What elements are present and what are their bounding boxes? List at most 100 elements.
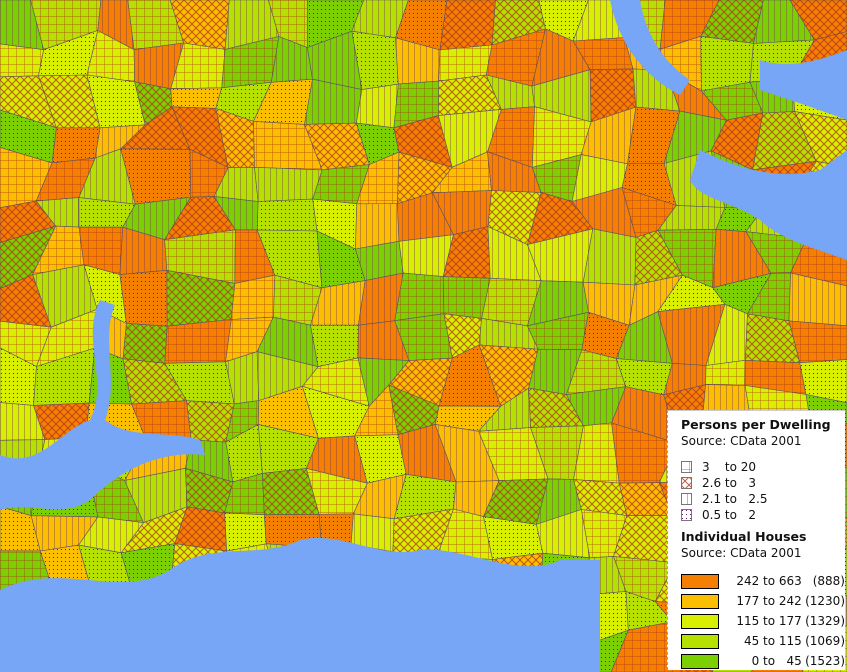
region-pattern	[170, 43, 226, 89]
region-pattern	[532, 106, 592, 168]
region-pattern	[356, 84, 399, 128]
region-pattern	[253, 121, 323, 170]
region-pattern	[432, 190, 492, 235]
region-pattern	[307, 31, 362, 90]
region-pattern	[0, 0, 44, 50]
region-pattern	[622, 187, 677, 238]
region-pattern	[0, 201, 56, 243]
region-pattern	[573, 479, 627, 516]
color-swatch	[681, 593, 719, 609]
region-pattern	[355, 241, 404, 281]
region-pattern	[478, 388, 531, 432]
legend-persons-item: 0.5 to 2	[681, 507, 845, 523]
region-pattern	[356, 152, 399, 204]
region-pattern	[629, 275, 683, 326]
harbour-ne	[690, 150, 847, 260]
region-pattern	[164, 319, 232, 364]
region-pattern	[530, 425, 584, 480]
region-pattern	[127, 0, 184, 50]
inlet-n	[760, 50, 847, 120]
legend-houses-item: 242 to 663 (888)	[681, 571, 845, 591]
color-swatch	[681, 613, 719, 629]
region-pattern	[566, 386, 626, 426]
region-pattern	[437, 509, 493, 560]
region-pattern	[78, 148, 136, 205]
region-pattern	[124, 468, 188, 523]
region-pattern	[626, 591, 673, 631]
vertical-lines-icon	[681, 493, 692, 505]
legend-houses-count: (1523)	[805, 654, 845, 668]
region-pattern	[616, 311, 673, 364]
region-pattern	[36, 158, 96, 202]
region-pattern	[221, 36, 279, 88]
region-pattern	[190, 149, 229, 198]
region-pattern	[583, 228, 636, 285]
region-pattern	[31, 515, 98, 551]
region-pattern	[397, 152, 453, 204]
legend-houses-title: Individual Houses	[681, 529, 807, 544]
region-pattern	[0, 43, 44, 77]
region-pattern	[87, 75, 146, 128]
region-pattern	[572, 187, 636, 238]
legend-persons-title: Persons per Dwelling	[681, 417, 831, 432]
region-pattern	[351, 31, 399, 90]
region-pattern	[746, 231, 807, 274]
legend-houses-count: (1230)	[805, 594, 845, 608]
region-pattern	[166, 270, 235, 327]
region-pattern	[393, 115, 453, 168]
region-pattern	[388, 358, 453, 406]
region-pattern	[30, 0, 101, 50]
region-pattern	[657, 304, 725, 366]
legend-houses-item: 115 to 177 (1329)	[681, 611, 845, 631]
region-pattern	[84, 264, 127, 324]
region-pattern	[257, 199, 317, 231]
region-pattern	[234, 229, 275, 284]
region-pattern	[611, 422, 679, 484]
bay	[0, 537, 600, 672]
region-pattern	[789, 0, 847, 40]
region-pattern	[306, 435, 368, 484]
region-pattern	[170, 87, 222, 109]
region-pattern	[435, 405, 501, 432]
region-pattern	[747, 272, 791, 321]
region-pattern	[573, 0, 625, 41]
region-pattern	[38, 30, 98, 76]
region-pattern	[185, 468, 233, 513]
region-pattern	[613, 515, 676, 563]
region-pattern	[611, 621, 683, 672]
region-pattern	[164, 196, 236, 240]
region-pattern	[134, 81, 172, 125]
color-swatch	[681, 653, 719, 669]
region-pattern	[355, 203, 399, 249]
region-pattern	[0, 274, 52, 328]
region-pattern	[538, 0, 589, 41]
region-pattern	[527, 192, 593, 245]
region-pattern	[33, 348, 95, 406]
region-pattern	[616, 358, 673, 395]
region-pattern	[36, 197, 79, 228]
region-pattern	[186, 400, 235, 443]
region-pattern	[123, 323, 168, 364]
region-pattern	[789, 320, 847, 363]
region-pattern	[351, 513, 395, 552]
region-pattern	[481, 278, 542, 326]
region-pattern	[258, 386, 319, 439]
region-pattern	[566, 349, 626, 395]
region-pattern	[388, 385, 440, 435]
region-pattern	[262, 468, 320, 515]
region-pattern	[394, 273, 444, 321]
region-pattern	[745, 313, 800, 363]
region-pattern	[214, 167, 259, 202]
region-pattern	[658, 205, 725, 231]
region-pattern	[658, 229, 717, 288]
region-pattern	[268, 0, 308, 48]
region-pattern	[273, 275, 322, 326]
region-pattern	[752, 111, 817, 170]
color-swatch	[681, 633, 719, 649]
region-pattern	[438, 45, 492, 82]
region-pattern	[214, 196, 259, 230]
legend-houses-count: (1329)	[805, 614, 845, 628]
region-pattern	[432, 151, 492, 193]
